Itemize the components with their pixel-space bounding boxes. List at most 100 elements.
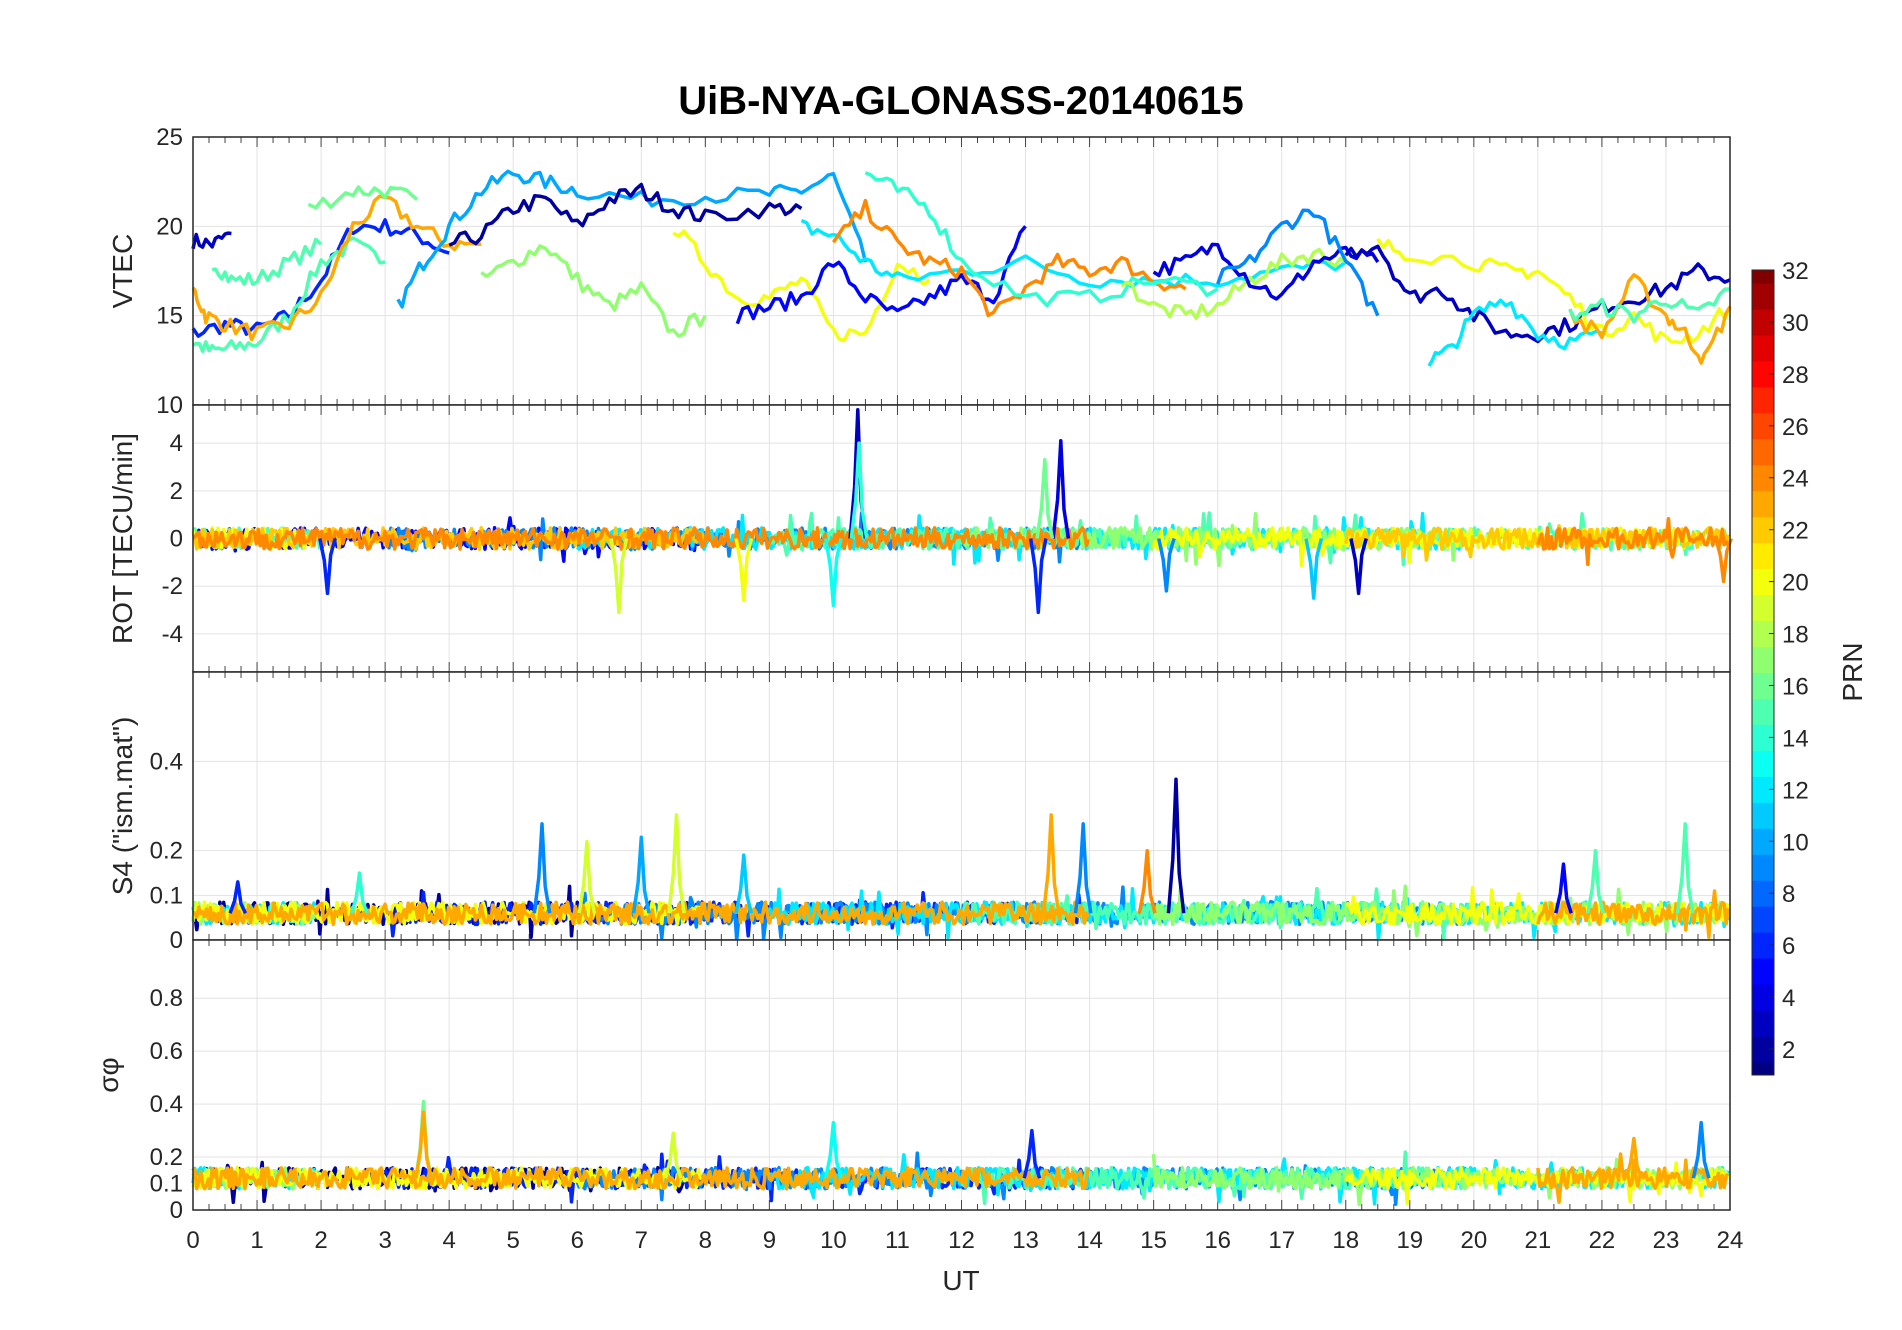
x-tick-label: 6 <box>571 1227 584 1254</box>
colorbar-swatch <box>1752 984 1774 1011</box>
series-line-prn-5 <box>735 225 1027 325</box>
x-tick-label: 2 <box>314 1227 327 1254</box>
colorbar-swatch <box>1752 854 1774 881</box>
spike-prn-15 <box>1586 848 1605 914</box>
colorbar-swatch <box>1752 282 1774 310</box>
baseline-line-prn-24 <box>1536 516 1730 567</box>
series-line-prn-23 <box>1568 273 1732 365</box>
series-line-prn-23 <box>191 194 482 342</box>
y-tick-label: 10 <box>156 392 183 419</box>
colorbar-tick-label: 4 <box>1782 985 1795 1012</box>
x-tick-label: 24 <box>1717 1227 1744 1254</box>
spike-prn-10 <box>631 835 651 914</box>
series-group <box>191 777 1730 942</box>
x-tick-label: 5 <box>507 1227 520 1254</box>
colorbar-tick-label: 18 <box>1782 622 1809 649</box>
colorbar-swatch <box>1752 360 1774 388</box>
colorbar-swatch <box>1752 568 1774 596</box>
y-tick-label: -4 <box>162 621 183 648</box>
series-line-prn-2 <box>448 182 803 247</box>
spike-prn-3 <box>1349 538 1368 596</box>
y-tick-label: 4 <box>170 430 183 457</box>
spike-prn-23 <box>414 1110 433 1179</box>
spike-prn-9 <box>1073 822 1093 914</box>
colorbar-swatch <box>1752 880 1774 907</box>
x-tick-label: 3 <box>378 1227 391 1254</box>
colorbar-tick-label: 20 <box>1782 570 1809 597</box>
colorbar-swatch <box>1752 490 1774 518</box>
x-tick-label: 4 <box>442 1227 455 1254</box>
x-tick-label: 23 <box>1653 1227 1680 1254</box>
colorbar-tick-label: 8 <box>1782 881 1795 908</box>
spike-prn-23 <box>1041 813 1061 914</box>
colorbar-swatch <box>1752 308 1774 336</box>
series-group <box>191 169 1732 367</box>
y-tick-label: 0 <box>170 927 183 954</box>
spike-prn-6 <box>228 880 248 914</box>
axes-box <box>192 939 1731 1211</box>
spike-prn-11 <box>734 853 754 914</box>
y-tick-label: 0.8 <box>150 985 183 1012</box>
spike-prn-4 <box>1051 439 1071 539</box>
y-axis-label: S4 ("ism.mat") <box>107 717 138 896</box>
spike-prn-11 <box>1304 538 1324 600</box>
colorbar-swatch <box>1752 906 1774 933</box>
colorbar-swatch <box>1752 932 1774 959</box>
colorbar-swatch <box>1752 386 1774 414</box>
colorbar-swatch <box>1752 750 1774 777</box>
y-tick-label: -2 <box>162 573 183 600</box>
colorbar-tick-label: 16 <box>1782 673 1809 700</box>
y-tick-label: 0.6 <box>150 1038 183 1065</box>
x-tick-label: 18 <box>1332 1227 1359 1254</box>
colorbar-box <box>1751 269 1775 1076</box>
x-tick-label: 1 <box>250 1227 263 1254</box>
x-tick-label: 20 <box>1460 1227 1487 1254</box>
colorbar-tick-label: 24 <box>1782 466 1809 493</box>
colorbar-tick-label: 10 <box>1782 829 1809 856</box>
colorbar-tick-label: 30 <box>1782 310 1809 337</box>
series-line-prn-6 <box>191 218 450 338</box>
colorbar-label: PRN <box>1837 642 1868 701</box>
colorbar-swatch <box>1752 438 1774 466</box>
y-tick-label: 0.2 <box>150 838 183 865</box>
colorbar-swatch <box>1752 776 1774 803</box>
y-axis-label: ROT [TECU/min] <box>107 433 138 644</box>
x-tick-labels: 0 1 2 3 4 5 6 7 8 9 10 11 12 13 14 15 16 17 18 19 20 21 22 23 24 <box>186 1227 1743 1254</box>
series-line-prn-20 <box>672 229 931 343</box>
spike-prn-14 <box>350 871 369 914</box>
baseline-line-prn-23 <box>1536 889 1730 939</box>
x-tick-label: 15 <box>1140 1227 1167 1254</box>
series-line-prn-18 <box>1120 247 1347 320</box>
colorbar-swatch <box>1752 334 1774 362</box>
spike-prn-15 <box>1675 822 1695 914</box>
y-tick-label: 25 <box>156 124 183 151</box>
series-line-prn-17 <box>480 244 707 338</box>
panel-sigma: 00.10.2 0.4 0.6 0.8 σφ <box>93 939 1731 1224</box>
spike-prn-9 <box>1156 538 1176 593</box>
series-line-prn-3 <box>1344 244 1731 344</box>
spike-prn-2 <box>1166 777 1186 914</box>
x-tick-label: 11 <box>885 1227 910 1254</box>
spike-prn-6 <box>1028 538 1048 615</box>
spike-prn-6 <box>318 538 337 596</box>
spike-prn-24 <box>1714 537 1733 584</box>
x-tick-label: 16 <box>1204 1227 1231 1254</box>
series-line-prn-12 <box>800 218 1347 289</box>
x-tick-label: 14 <box>1076 1227 1103 1254</box>
spike-prn-19 <box>609 538 629 615</box>
y-tick-label: 20 <box>156 213 183 240</box>
colorbar-swatch <box>1752 698 1774 725</box>
spike-prn-19 <box>667 813 686 914</box>
spike-prn-9 <box>1691 1120 1711 1179</box>
spike-prn-24 <box>1137 848 1157 914</box>
colorbar-swatch <box>1752 412 1774 440</box>
spike-prn-19 <box>663 1131 683 1179</box>
colorbar-swatch <box>1752 646 1774 673</box>
series-line-prn-15 <box>211 237 323 286</box>
y-tick-label: 0.1 <box>150 1171 183 1198</box>
x-tick-label: 13 <box>1012 1227 1039 1254</box>
y-tick-label: 0.4 <box>150 1091 183 1118</box>
spike-prn-5 <box>1554 862 1573 914</box>
y-tick-label: 0.2 <box>150 1144 183 1171</box>
